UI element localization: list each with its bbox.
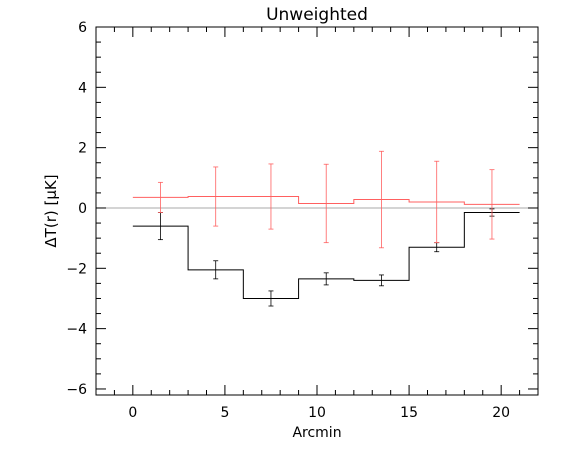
series-0 bbox=[132, 208, 520, 307]
x-axis-label: Arcmin bbox=[292, 425, 341, 441]
series-layer bbox=[132, 150, 520, 307]
error-bar bbox=[378, 274, 384, 287]
y-tick-label: 6 bbox=[78, 20, 87, 36]
error-bar bbox=[268, 163, 274, 230]
step-line bbox=[132, 196, 520, 205]
y-tick-label: 0 bbox=[78, 201, 87, 217]
chart-title: Unweighted bbox=[266, 5, 368, 25]
x-tick-label: 0 bbox=[128, 405, 137, 421]
error-bar bbox=[268, 290, 274, 307]
y-tick-label: −4 bbox=[66, 322, 87, 338]
error-bar bbox=[213, 260, 219, 280]
error-bar bbox=[489, 169, 495, 240]
x-tick-label: 10 bbox=[308, 405, 326, 421]
y-tick-label: 4 bbox=[78, 80, 87, 96]
error-bar bbox=[434, 160, 440, 244]
error-bar bbox=[323, 272, 329, 286]
error-bar bbox=[157, 181, 163, 213]
y-tick-label: −2 bbox=[66, 261, 87, 277]
y-tick-label: −6 bbox=[66, 382, 87, 398]
x-tick-label: 20 bbox=[492, 405, 510, 421]
series-1 bbox=[132, 150, 520, 249]
y-tick-label: 2 bbox=[78, 141, 87, 157]
y-axis-label: ΔT(r) [μK] bbox=[42, 174, 60, 247]
axes-layer: 0 5 10 15 20 −6 −4 −2 0 2 4 6 bbox=[66, 20, 539, 421]
plot-frame bbox=[95, 26, 539, 396]
error-bar bbox=[323, 163, 329, 244]
x-tick-label: 5 bbox=[220, 405, 229, 421]
x-tick-label: 15 bbox=[400, 405, 418, 421]
error-bar bbox=[213, 166, 219, 227]
error-bar bbox=[378, 150, 384, 249]
